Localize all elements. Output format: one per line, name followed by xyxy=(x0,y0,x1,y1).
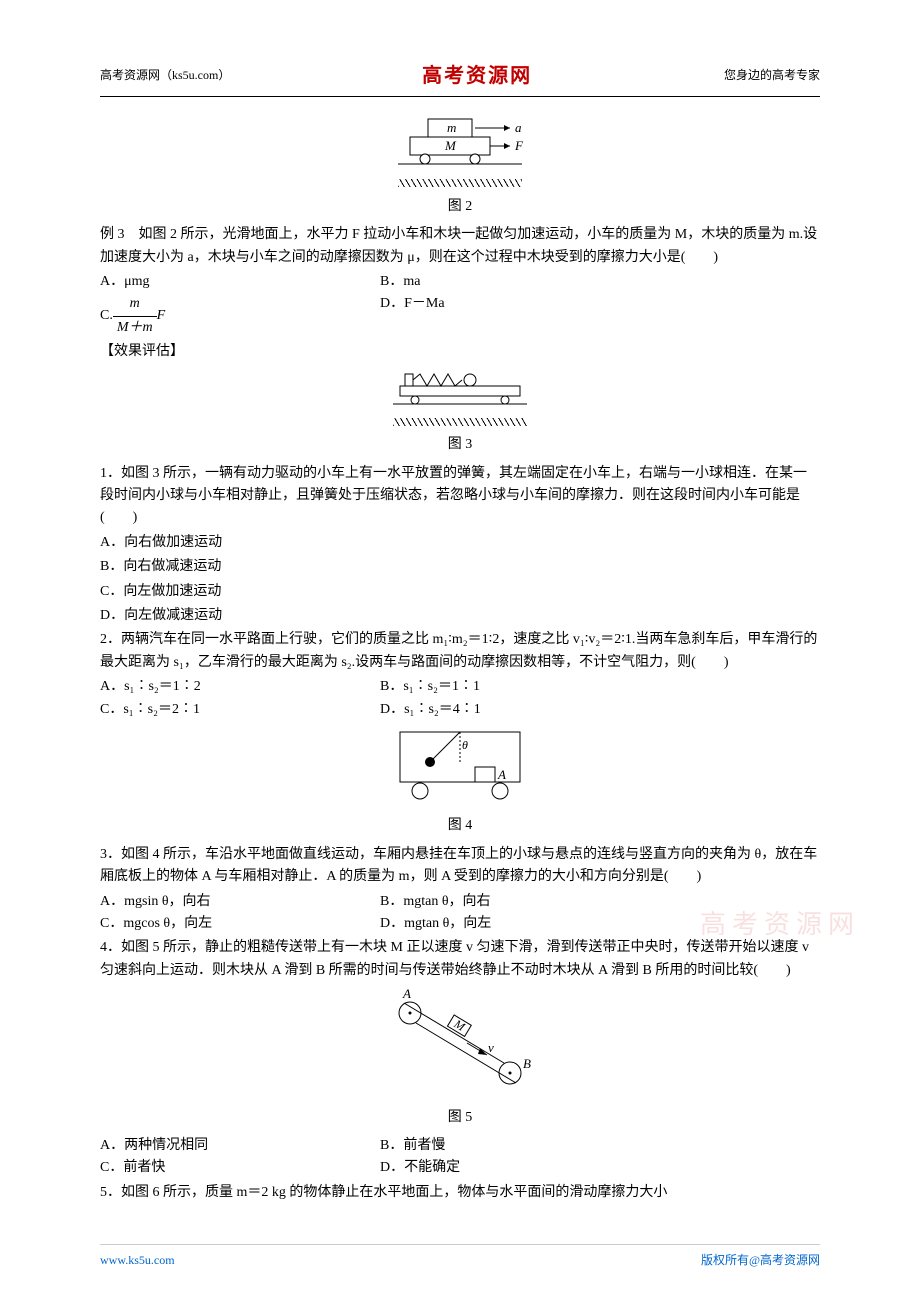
q2-text: 2．两辆汽车在同一水平路面上行驶，它们的质量之比 m₁∶m₂＝1∶2，速度之比 … xyxy=(100,629,820,674)
q4-row2: C．前者快 D．不能确定 xyxy=(100,1157,820,1179)
q1-b: B．向右做减速运动 xyxy=(100,556,820,578)
q2-b: B．s₁∶s₂＝1∶1 xyxy=(380,676,820,698)
footer-right: 版权所有@高考资源网 xyxy=(701,1251,820,1270)
q3-text: 3．如图 4 所示，车沿水平地面做直线运动，车厢内悬挂在车顶上的小球与悬点的连线… xyxy=(100,844,820,889)
q4-a: A．两种情况相同 xyxy=(100,1135,380,1157)
fig4-A: A xyxy=(497,767,506,782)
q3-a: A．mgsin θ，向右 xyxy=(100,891,380,913)
fig5-B: B xyxy=(523,1056,531,1071)
footer-left: www.ks5u.com xyxy=(100,1251,175,1270)
ex3-row2: C.mM＋mF D．F－Ma xyxy=(100,293,820,339)
ex3-opt-b: B．ma xyxy=(380,271,820,293)
ex3-c-prefix: C. xyxy=(100,308,113,323)
fig3-caption: 图 3 xyxy=(100,434,820,456)
page-footer: www.ks5u.com 版权所有@高考资源网 xyxy=(100,1244,820,1270)
figure-3: 图 3 xyxy=(100,370,820,457)
figure-5: M A B v 图 5 xyxy=(100,988,820,1129)
figure-4-svg: θ A xyxy=(385,727,535,807)
fig2-a: a xyxy=(515,120,522,135)
q4-d: D．不能确定 xyxy=(380,1157,820,1179)
ex3-text: 例 3 如图 2 所示，光滑地面上，水平力 F 拉动小车和木块一起做匀加速运动，… xyxy=(100,224,820,269)
fig2-M: M xyxy=(444,138,457,153)
q2-c: C．s₁∶s₂＝2∶1 xyxy=(100,699,380,721)
q3-row1: A．mgsin θ，向右 B．mgtan θ，向右 xyxy=(100,891,820,913)
header-right: 您身边的高考专家 xyxy=(724,66,820,85)
q2-row2: C．s₁∶s₂＝2∶1 D．s₁∶s₂＝4∶1 xyxy=(100,699,820,721)
fig4-caption: 图 4 xyxy=(100,815,820,837)
fig5-A: A xyxy=(402,988,411,1001)
q1-d: D．向左做减速运动 xyxy=(100,605,820,627)
ex3-opt-a: A．μmg xyxy=(100,271,380,293)
ex3-row1: A．μmg B．ma xyxy=(100,271,820,293)
figure-5-svg: M A B v xyxy=(375,988,545,1098)
fig2-ground xyxy=(398,179,522,187)
fig2-m: m xyxy=(447,120,456,135)
fig5-caption: 图 5 xyxy=(100,1107,820,1129)
q1-c: C．向左做加速运动 xyxy=(100,581,820,603)
q3-row2: C．mgcos θ，向左 D．mgtan θ，向左 xyxy=(100,913,820,935)
ex3-c-fraction: mM＋m xyxy=(113,293,157,339)
ex3-c-suffix: F xyxy=(157,308,166,323)
q5-text: 5．如图 6 所示，质量 m＝2 kg 的物体静止在水平地面上，物体与水平面间的… xyxy=(100,1182,820,1204)
q4-text: 4．如图 5 所示，静止的粗糙传送带上有一木块 M 正以速度 v 匀速下滑，滑到… xyxy=(100,937,820,982)
q4-c: C．前者快 xyxy=(100,1157,380,1179)
q4-b: B．前者慢 xyxy=(380,1135,820,1157)
fig2-F: F xyxy=(514,138,524,153)
q3-c: C．mgcos θ，向左 xyxy=(100,913,380,935)
page-header: 高考资源网（ks5u.com） 高考资源网 您身边的高考专家 xyxy=(100,60,820,97)
header-center-logo: 高考资源网 xyxy=(422,60,532,92)
q1-a: A．向右做加速运动 xyxy=(100,532,820,554)
figure-3-svg xyxy=(385,370,535,408)
fig4-theta: θ xyxy=(462,738,468,752)
fig3-ground xyxy=(393,418,527,426)
ex3-opt-c: C.mM＋mF xyxy=(100,293,380,339)
figure-2-svg: m M a F xyxy=(380,117,540,177)
ex3-opt-d: D．F－Ma xyxy=(380,293,820,339)
q3-b: B．mgtan θ，向右 xyxy=(380,891,820,913)
q2-a: A．s₁∶s₂＝1∶2 xyxy=(100,676,380,698)
q3-d: D．mgtan θ，向左 xyxy=(380,913,820,935)
q4-row1: A．两种情况相同 B．前者慢 xyxy=(100,1135,820,1157)
q2-d: D．s₁∶s₂＝4∶1 xyxy=(380,699,820,721)
fig5-v: v xyxy=(488,1040,494,1055)
ex3-assess: 【效果评估】 xyxy=(100,341,820,363)
header-left: 高考资源网（ks5u.com） xyxy=(100,66,230,85)
figure-2: m M a F 图 2 xyxy=(100,117,820,218)
q2-row1: A．s₁∶s₂＝1∶2 B．s₁∶s₂＝1∶1 xyxy=(100,676,820,698)
figure-4: θ A 图 4 xyxy=(100,727,820,838)
fig2-caption: 图 2 xyxy=(100,196,820,218)
q1-text: 1．如图 3 所示，一辆有动力驱动的小车上有一水平放置的弹簧，其左端固定在小车上… xyxy=(100,463,820,530)
